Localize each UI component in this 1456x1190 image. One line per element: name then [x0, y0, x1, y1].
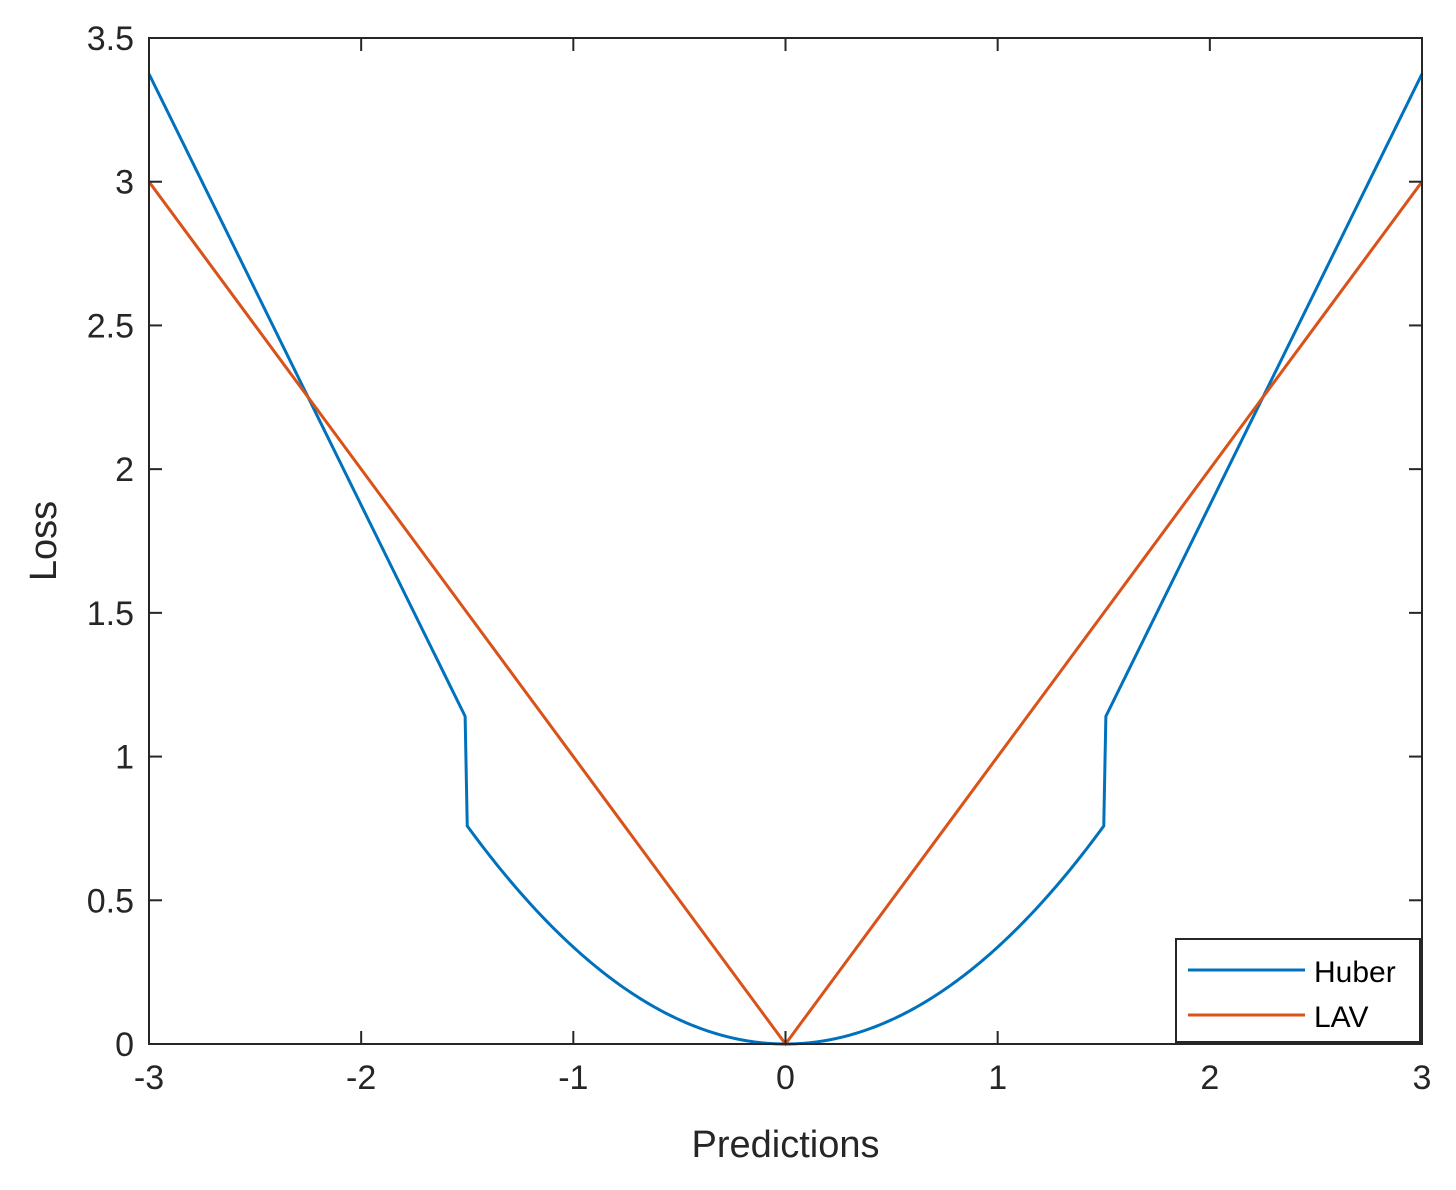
x-tick-label: 3: [1413, 1059, 1432, 1097]
x-axis-label: Predictions: [692, 1124, 880, 1166]
y-tick-label: 3.5: [87, 20, 134, 58]
legend-label-lav: LAV: [1314, 1001, 1368, 1034]
legend-label-huber: Huber: [1314, 956, 1396, 989]
y-tick-label: 0.5: [87, 882, 134, 920]
y-tick-label: 2: [115, 451, 134, 489]
tick-layer: -3 -2 -1 0 1 2 3 0 0.5 1 1.5 2 2.5 3 3.5: [87, 20, 1432, 1097]
x-tick-label: -1: [558, 1059, 588, 1097]
y-tick-label: 2.5: [87, 307, 134, 345]
x-tick-label: 0: [776, 1059, 795, 1097]
legend-box: [1175, 938, 1421, 1043]
legend: Huber LAV: [1175, 938, 1421, 1043]
y-tick-label: 1: [115, 739, 134, 777]
y-tick-label: 1.5: [87, 595, 134, 633]
y-tick-label: 3: [115, 164, 134, 202]
x-tick-label: -2: [346, 1059, 376, 1097]
y-tick-label: 0: [115, 1026, 134, 1064]
x-tick-label: 1: [988, 1059, 1007, 1097]
x-tick-label: 2: [1200, 1059, 1219, 1097]
x-tick-label: -3: [134, 1059, 164, 1097]
y-axis-label: Loss: [23, 501, 65, 581]
plot-area: [149, 38, 1422, 1044]
